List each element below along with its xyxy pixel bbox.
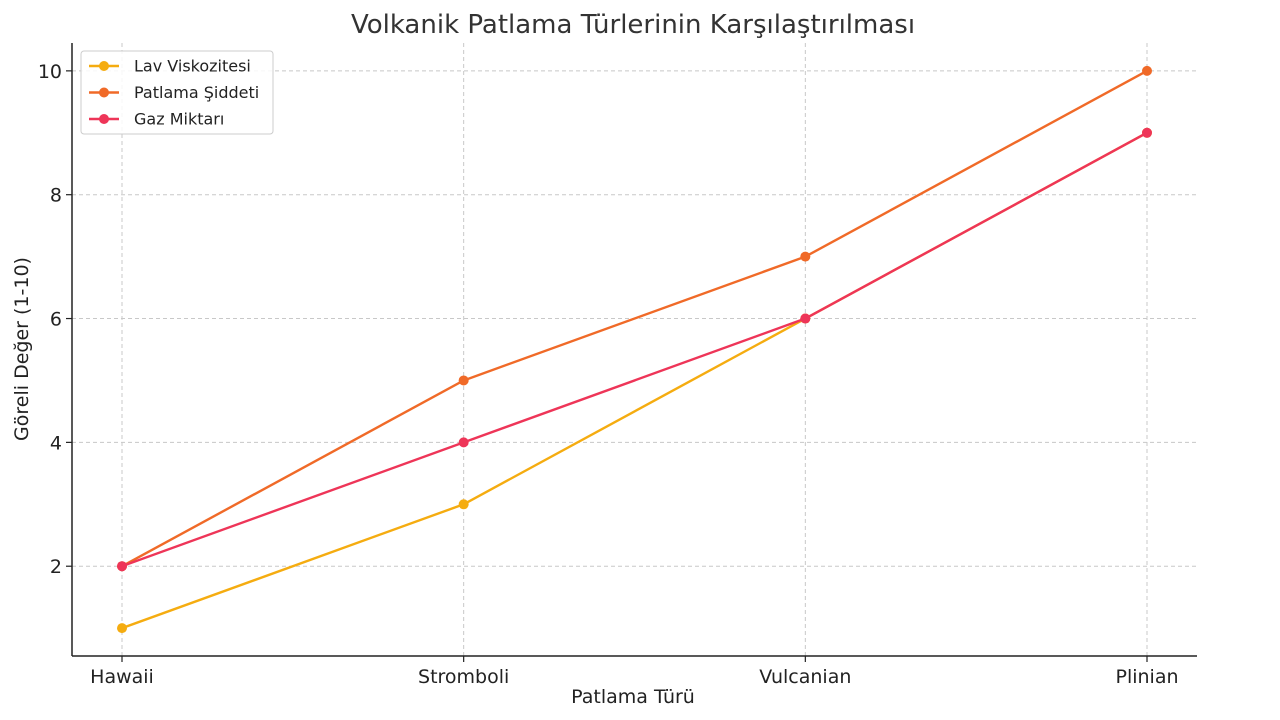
legend-item: Patlama Şiddeti [89,83,259,102]
x-tick-label: Vulcanian [759,666,851,688]
legend-item: Gaz Miktarı [89,110,224,129]
legend-marker [99,114,109,124]
data-point [800,251,811,262]
y-tick-label: 2 [50,556,62,578]
y-tick-label: 6 [50,309,62,331]
y-axis-label: Göreli Değer (1-10) [11,257,33,441]
legend-label: Lav Viskozitesi [134,57,251,76]
y-tick-label: 4 [50,432,62,454]
x-tick-label: Hawaii [90,666,154,688]
legend-frame [80,50,274,135]
legend-label: Patlama Şiddeti [134,83,259,102]
legend-marker [99,61,109,71]
data-point [1142,65,1152,76]
y-tick-label: 10 [38,61,62,83]
x-axis-label: Patlama Türü [571,686,695,708]
data-point [117,561,127,572]
series-3 [117,127,1152,572]
data-point [458,437,469,448]
series-line [121,131,1148,568]
series-line [121,69,1148,568]
data-point [458,499,469,510]
x-tick-label: Stromboli [418,666,509,688]
chart-title: Volkanik Patlama Türlerinin Karşılaştırı… [351,10,915,40]
y-tick-labels: 2 4 6 8 10 [38,61,62,578]
series-layer [117,65,1152,634]
data-point [800,313,811,324]
y-tick-label: 8 [50,185,62,207]
axes [66,43,1197,662]
x-tick-label: Plinian [1115,666,1178,688]
legend-label: Gaz Miktarı [134,110,224,129]
data-point [1142,127,1152,138]
x-tick-labels: Hawaii Stromboli Vulcanian Plinian [90,666,1178,688]
data-point [458,375,469,386]
legend-marker [99,87,109,98]
legend-item: Lav Viskozitesi [89,57,251,76]
data-point [117,623,127,634]
legend: Lav Viskozitesi Patlama Şiddeti Gaz Miktar… [80,50,274,135]
